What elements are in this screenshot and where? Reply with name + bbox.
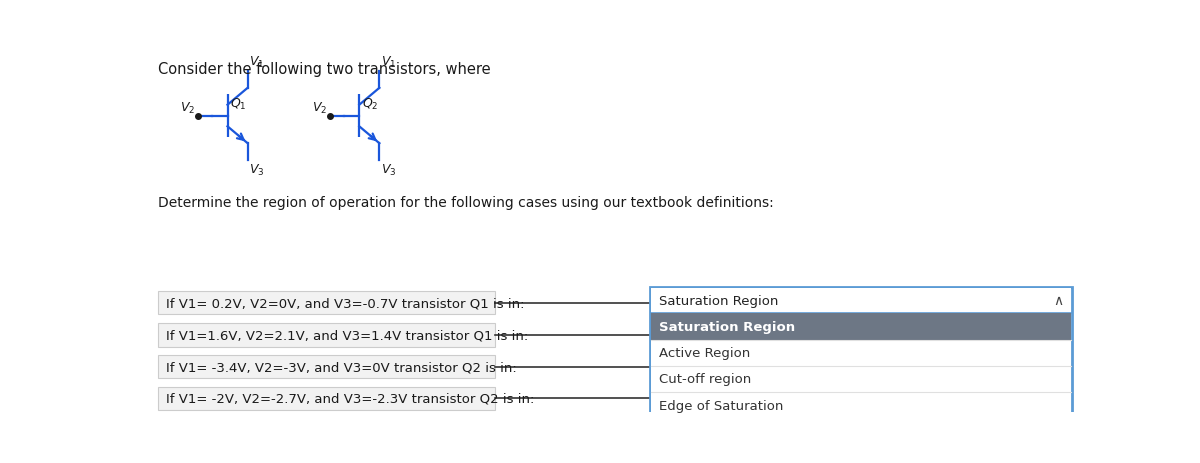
Bar [157, 355, 494, 378]
Bar [650, 392, 1072, 418]
Text: $V_2$: $V_2$ [180, 100, 194, 115]
Text: Determine the region of operation for the following cases using our textbook def: Determine the region of operation for th… [157, 195, 774, 209]
Text: $V_3$: $V_3$ [250, 163, 265, 177]
Bar [650, 288, 1072, 314]
Bar [157, 291, 494, 314]
Text: Consider the following two transistors, where: Consider the following two transistors, … [157, 62, 491, 77]
Text: $V_2$: $V_2$ [312, 100, 326, 115]
Text: If V1= 0.2V, V2=0V, and V3=-0.7V transistor Q1 is in:: If V1= 0.2V, V2=0V, and V3=-0.7V transis… [166, 296, 524, 309]
Text: Active Region: Active Region [659, 346, 750, 359]
Text: $V_1$: $V_1$ [250, 55, 264, 70]
Text: $Q_2$: $Q_2$ [361, 97, 378, 112]
Bar [157, 387, 494, 410]
Text: If V1=1.6V, V2=2.1V, and V3=1.4V transistor Q1 is in:: If V1=1.6V, V2=2.1V, and V3=1.4V transis… [166, 329, 528, 342]
Text: Edge of Saturation: Edge of Saturation [659, 399, 784, 412]
Bar [157, 324, 494, 347]
Bar [650, 366, 1072, 392]
Text: $Q_1$: $Q_1$ [230, 97, 246, 112]
Bar [650, 288, 1073, 418]
Text: $V_3$: $V_3$ [380, 163, 396, 177]
Text: Saturation Region: Saturation Region [659, 320, 796, 333]
Text: If V1= -3.4V, V2=-3V, and V3=0V transistor Q2 is in:: If V1= -3.4V, V2=-3V, and V3=0V transist… [166, 360, 516, 373]
Bar [650, 314, 1072, 340]
Text: Cut-off region: Cut-off region [659, 373, 751, 386]
Bar [650, 340, 1072, 366]
Text: If V1= -2V, V2=-2.7V, and V3=-2.3V transistor Q2 is in:: If V1= -2V, V2=-2.7V, and V3=-2.3V trans… [166, 392, 534, 405]
Text: $V_1$: $V_1$ [380, 55, 396, 70]
Text: Saturation Region: Saturation Region [659, 294, 779, 307]
Text: ∧: ∧ [1052, 294, 1063, 307]
